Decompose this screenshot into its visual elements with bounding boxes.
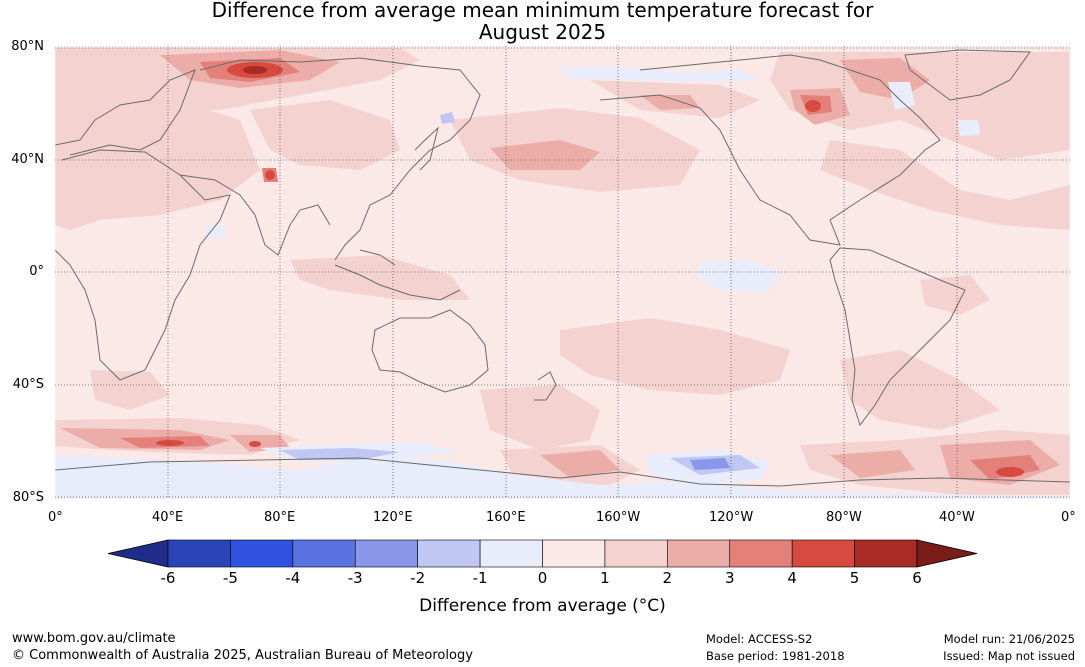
colorbar-swatch — [479, 539, 543, 568]
lon-label-40w: 40°W — [939, 510, 975, 525]
anomaly-region-2-3 — [490, 140, 600, 170]
lat-label-0: 0° — [29, 264, 44, 279]
anomaly-region-2-3 — [540, 450, 620, 478]
anomaly-region-minus1-0 — [560, 66, 760, 82]
anomaly-region-minus1-0 — [888, 82, 915, 110]
anomaly-region-minus2-minus1 — [280, 448, 400, 460]
colorbar-tick-label: -5 — [222, 569, 238, 587]
lon-label-160w: 160°W — [596, 510, 641, 525]
colorbar-tick-label: -6 — [160, 569, 176, 587]
colorbar-tick-label: 1 — [600, 569, 610, 587]
colorbar-swatch — [667, 539, 731, 568]
anomaly-regions — [55, 46, 1070, 499]
colorbar-extend-high — [916, 539, 978, 568]
anomaly-region-minus1-0 — [205, 225, 225, 238]
footer-model-run: Model run: 21/06/2025 — [943, 632, 1075, 646]
anomaly-hotspot — [996, 467, 1024, 477]
footer-issued: Issued: Map not issued — [943, 649, 1075, 663]
anomaly-region-minus1-0 — [55, 455, 1070, 499]
map-frame — [54, 45, 1071, 500]
lon-label-120e: 120°E — [373, 510, 413, 525]
colorbar-tick-label: 3 — [724, 569, 735, 587]
coastlines — [55, 49, 1070, 487]
anomaly-region-1-2 — [820, 140, 1070, 230]
lon-label-80e: 80°E — [264, 510, 296, 525]
anomaly-region-1-2 — [55, 48, 420, 165]
anomaly-hotspot — [243, 66, 267, 74]
anomaly-region-2-3 — [640, 95, 700, 110]
colorbar-swatch — [604, 539, 668, 568]
anomaly-region-1-2 — [480, 385, 600, 450]
anomaly-region-1-2 — [560, 318, 790, 395]
colorbar-tick-label: -1 — [472, 569, 488, 587]
footer-base-period: Base period: 1981-2018 — [706, 649, 845, 663]
colorbar-swatch — [542, 539, 606, 568]
colorbar-extend-low — [107, 539, 169, 568]
colorbar-tick-label: 4 — [787, 569, 797, 587]
colorbar-tick-label: -2 — [410, 569, 426, 587]
lat-label-80n: 80°N — [11, 39, 44, 54]
colorbar-swatch — [167, 539, 231, 568]
lon-label-160e: 160°E — [486, 510, 526, 525]
lat-label-40n: 40°N — [11, 152, 44, 167]
anomaly-hotspot — [805, 100, 821, 112]
anomaly-region-1-2 — [90, 370, 170, 410]
anomaly-region-1-2 — [920, 275, 990, 315]
anomaly-region-minus3-minus2 — [690, 458, 730, 470]
colorbar-tick-label: -3 — [347, 569, 363, 587]
map-title-line2: August 2025 — [478, 20, 607, 44]
colorbar-tick-label: 0 — [537, 569, 548, 587]
colorbar-swatch — [354, 539, 418, 568]
lat-label-40s: 40°S — [12, 377, 44, 392]
anomaly-hotspot — [156, 440, 184, 446]
lon-label-120w: 120°W — [709, 510, 754, 525]
colorbar-swatch — [417, 539, 481, 568]
graticule — [55, 46, 1070, 499]
anomaly-region-minus2-minus1 — [440, 112, 455, 124]
colorbar-swatch — [729, 539, 793, 568]
anomaly-region-1-2 — [290, 255, 470, 300]
anomaly-region-1-2 — [250, 100, 400, 170]
colorbar-swatch — [292, 539, 356, 568]
colorbar-swatch — [791, 539, 855, 568]
colorbar-swatch — [854, 539, 918, 568]
anomaly-hotspot — [249, 441, 261, 447]
map-title-line1: Difference from average mean minimum tem… — [211, 0, 874, 22]
anomaly-region-1-2 — [770, 52, 1070, 160]
footer-copyright: © Commonwealth of Australia 2025, Austra… — [12, 648, 473, 663]
anomaly-hotspot — [265, 170, 275, 180]
lat-label-80s: 80°S — [12, 490, 44, 505]
colorbar-tick-label: 6 — [912, 569, 922, 587]
anomaly-region-minus1-0 — [958, 120, 980, 136]
colorbar-title: Difference from average (°C) — [419, 596, 666, 616]
footer-model: Model: ACCESS-S2 — [706, 632, 813, 646]
lon-label-0-right: 0° — [1061, 510, 1076, 525]
colorbar-tick-label: -4 — [285, 569, 301, 587]
colorbar — [107, 539, 978, 568]
anomaly-region-2-3 — [830, 450, 915, 478]
anomaly-region-1-2 — [55, 95, 260, 230]
lon-label-80w: 80°W — [826, 510, 862, 525]
footer-site-link[interactable]: www.bom.gov.au/climate — [12, 631, 176, 646]
lon-label-0: 0° — [48, 510, 63, 525]
colorbar-tick-label: 5 — [849, 569, 860, 587]
anomaly-region-1-2 — [840, 350, 1000, 430]
anomaly-region-minus1-0 — [700, 258, 780, 292]
lon-label-40e: 40°E — [152, 510, 184, 525]
colorbar-tick-label: 2 — [662, 569, 673, 587]
colorbar-swatch — [230, 539, 294, 568]
